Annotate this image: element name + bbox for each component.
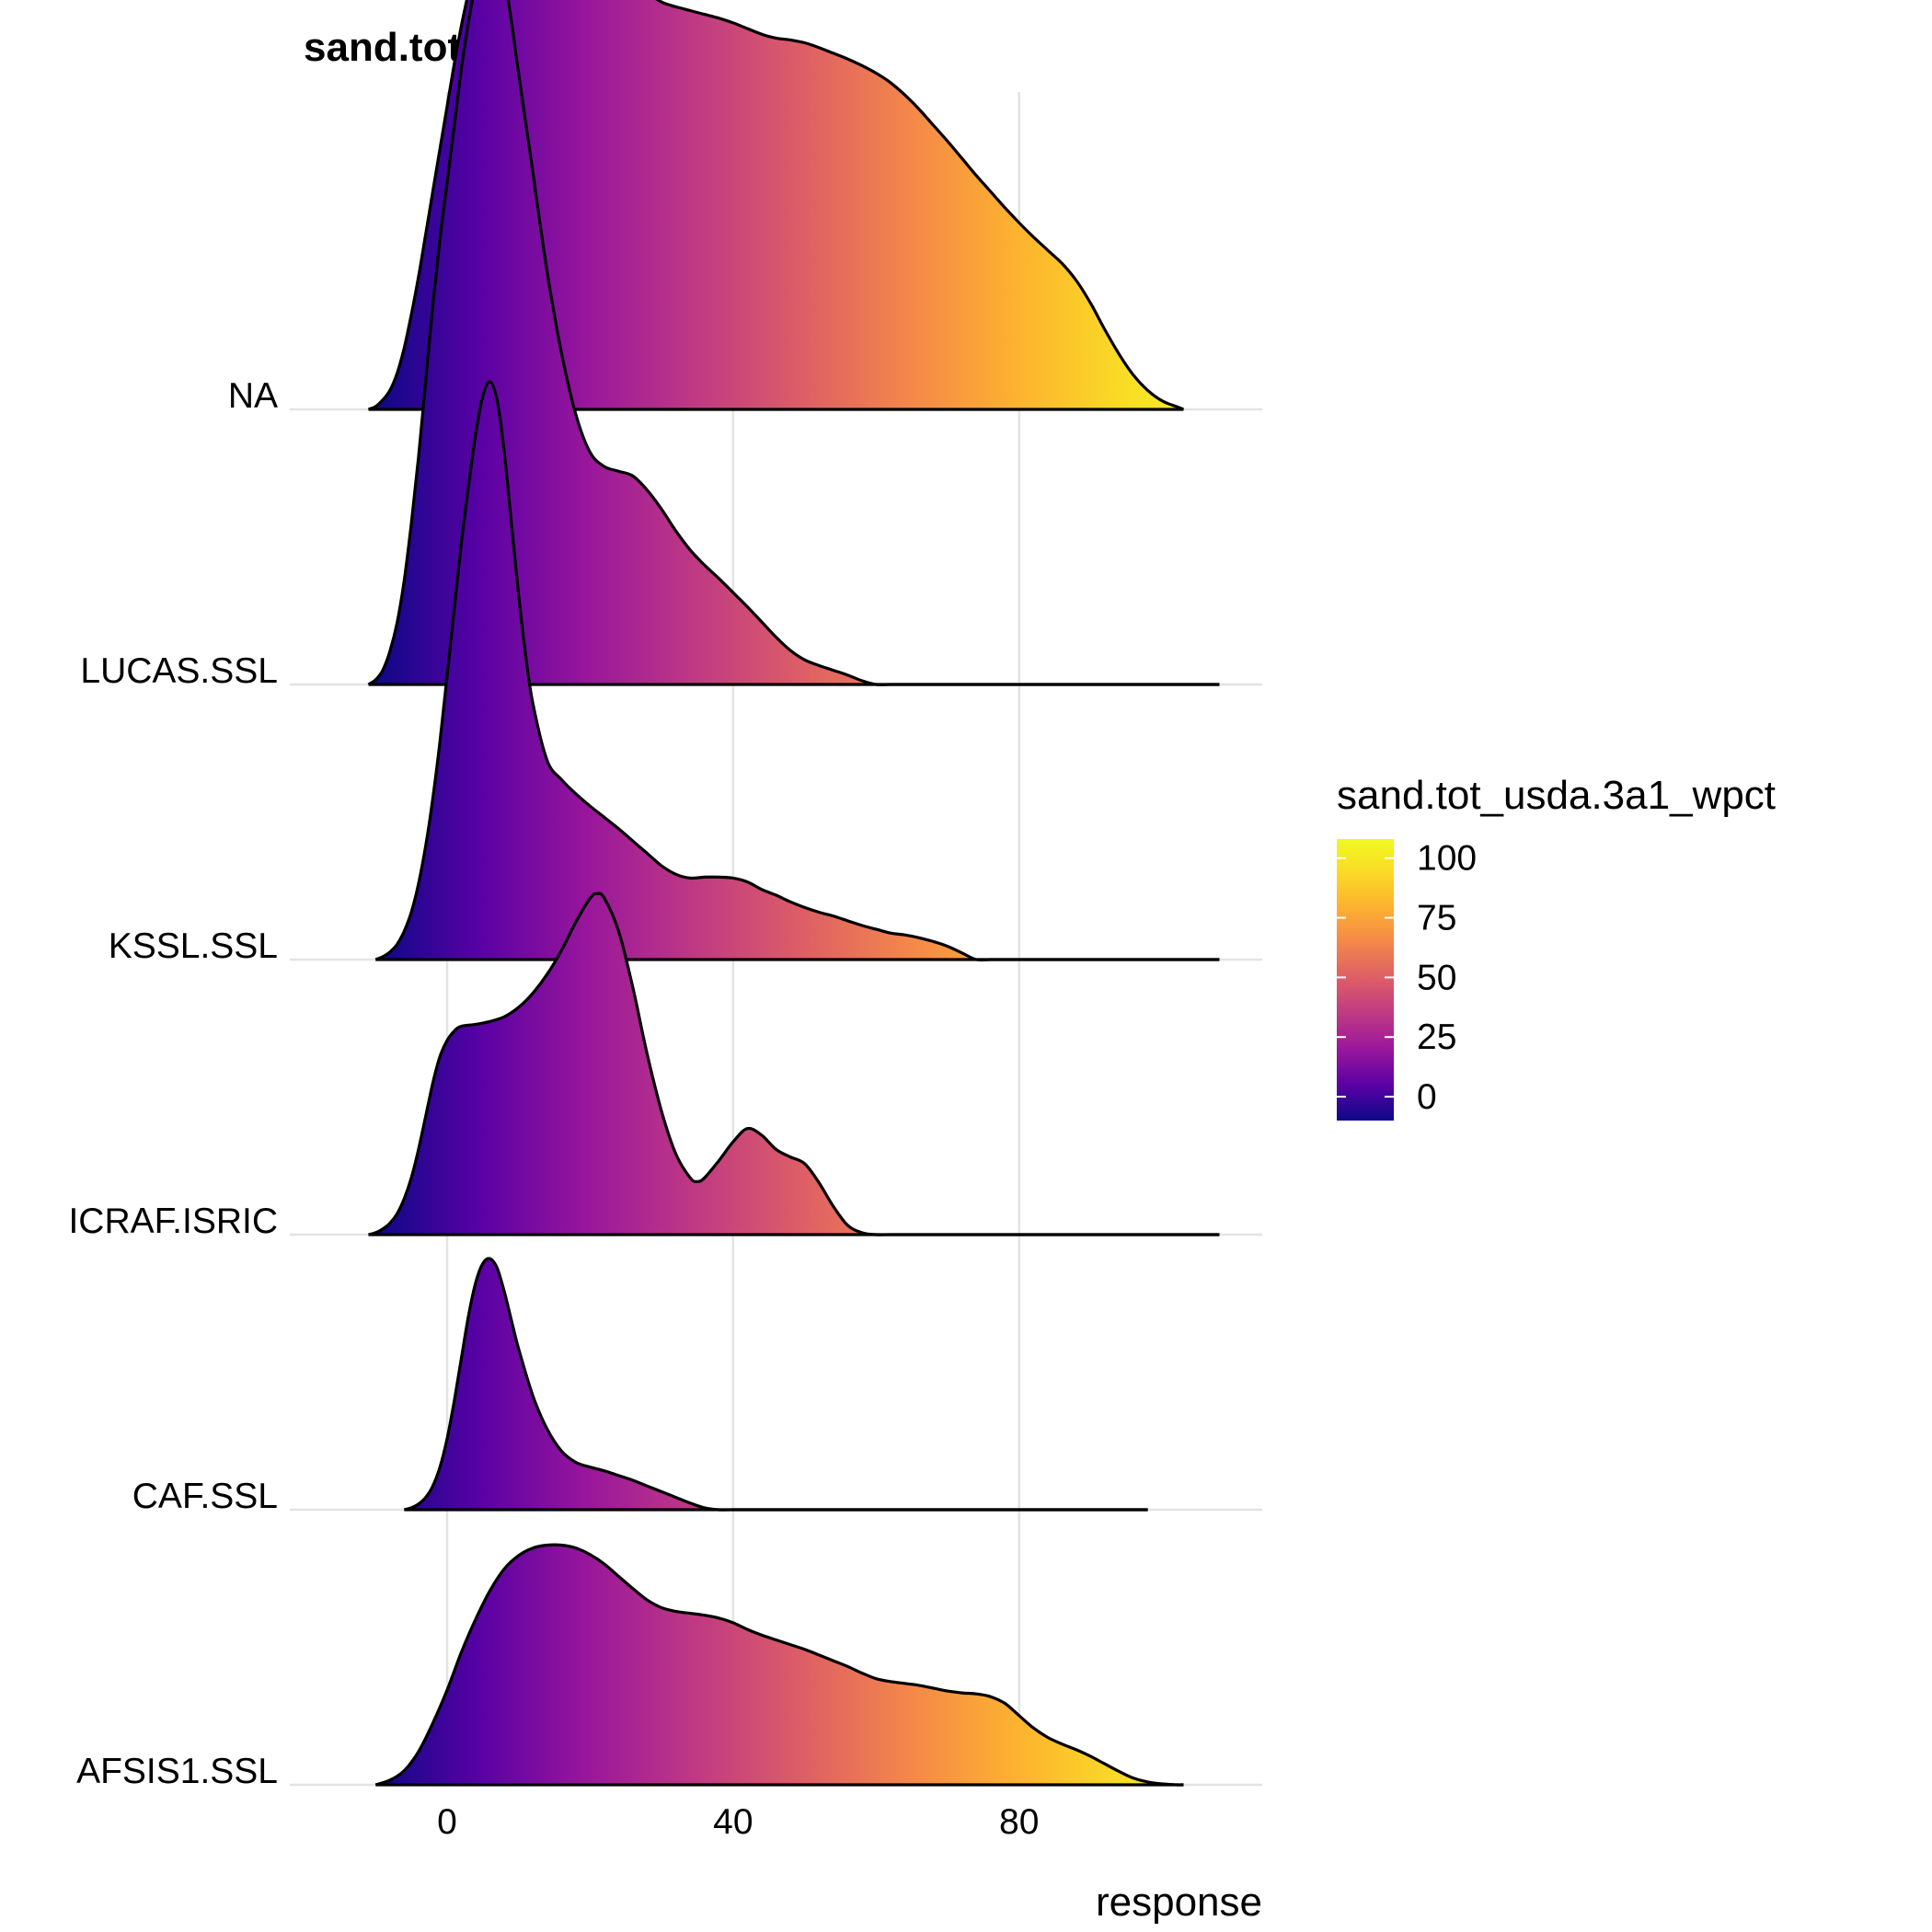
- y-tick-labels: AFSIS1.SSL CAF.SSL ICRAF.ISRIC KSSL.SSL LUCA…: [68, 376, 278, 1791]
- y-tick-label: AFSIS1.SSL: [76, 1752, 278, 1791]
- ridge-fill: [404, 1258, 1148, 1511]
- legend-tick-label: 0: [1417, 1077, 1437, 1117]
- plot-panel: AFSIS1.SSL CAF.SSL ICRAF.ISRIC KSSL.SSL LUCA…: [68, 0, 1262, 1842]
- x-tick-label: 0: [437, 1802, 457, 1842]
- y-tick-label: NA: [228, 376, 278, 416]
- x-axis-label: response: [1096, 1880, 1262, 1925]
- legend-ticks: 0 25 50 75 100: [1337, 839, 1477, 1117]
- ridge-kssl-ssl: [374, 380, 1220, 962]
- ridge-afsis1-ssl: [374, 1543, 1184, 1787]
- ridges: [367, 0, 1220, 1787]
- legend-tick-label: 50: [1417, 958, 1456, 997]
- x-tick-label: 80: [999, 1802, 1039, 1842]
- color-legend: sand.tot_usda.3a1_wpct 0 25 50 75 100: [1337, 773, 1776, 1121]
- x-tick-labels: 0 40 80: [437, 1802, 1039, 1842]
- ridge-outline: [367, 0, 1185, 411]
- ridge-fill: [368, 0, 1220, 685]
- y-tick-label: ICRAF.ISRIC: [68, 1202, 278, 1241]
- legend-tick-label: 75: [1417, 899, 1456, 938]
- y-tick-label: LUCAS.SSL: [80, 651, 278, 691]
- ridge-outline: [374, 1543, 1184, 1787]
- ridge-fill: [368, 893, 1220, 1236]
- y-tick-label: CAF.SSL: [132, 1477, 278, 1516]
- ridge-caf-ssl: [404, 1257, 1148, 1512]
- ridge-fill: [375, 1545, 1184, 1786]
- ridge-fill: [375, 381, 1220, 960]
- legend-colorbar: [1337, 839, 1394, 1121]
- ridge-fill: [368, 0, 1184, 409]
- legend-tick-label: 25: [1417, 1018, 1456, 1057]
- y-tick-label: KSSL.SSL: [109, 926, 278, 966]
- legend-tick-label: 100: [1417, 839, 1477, 879]
- legend-title: sand.tot_usda.3a1_wpct: [1337, 773, 1776, 818]
- x-tick-label: 40: [713, 1802, 753, 1842]
- ridge-icraf-isric: [368, 891, 1220, 1236]
